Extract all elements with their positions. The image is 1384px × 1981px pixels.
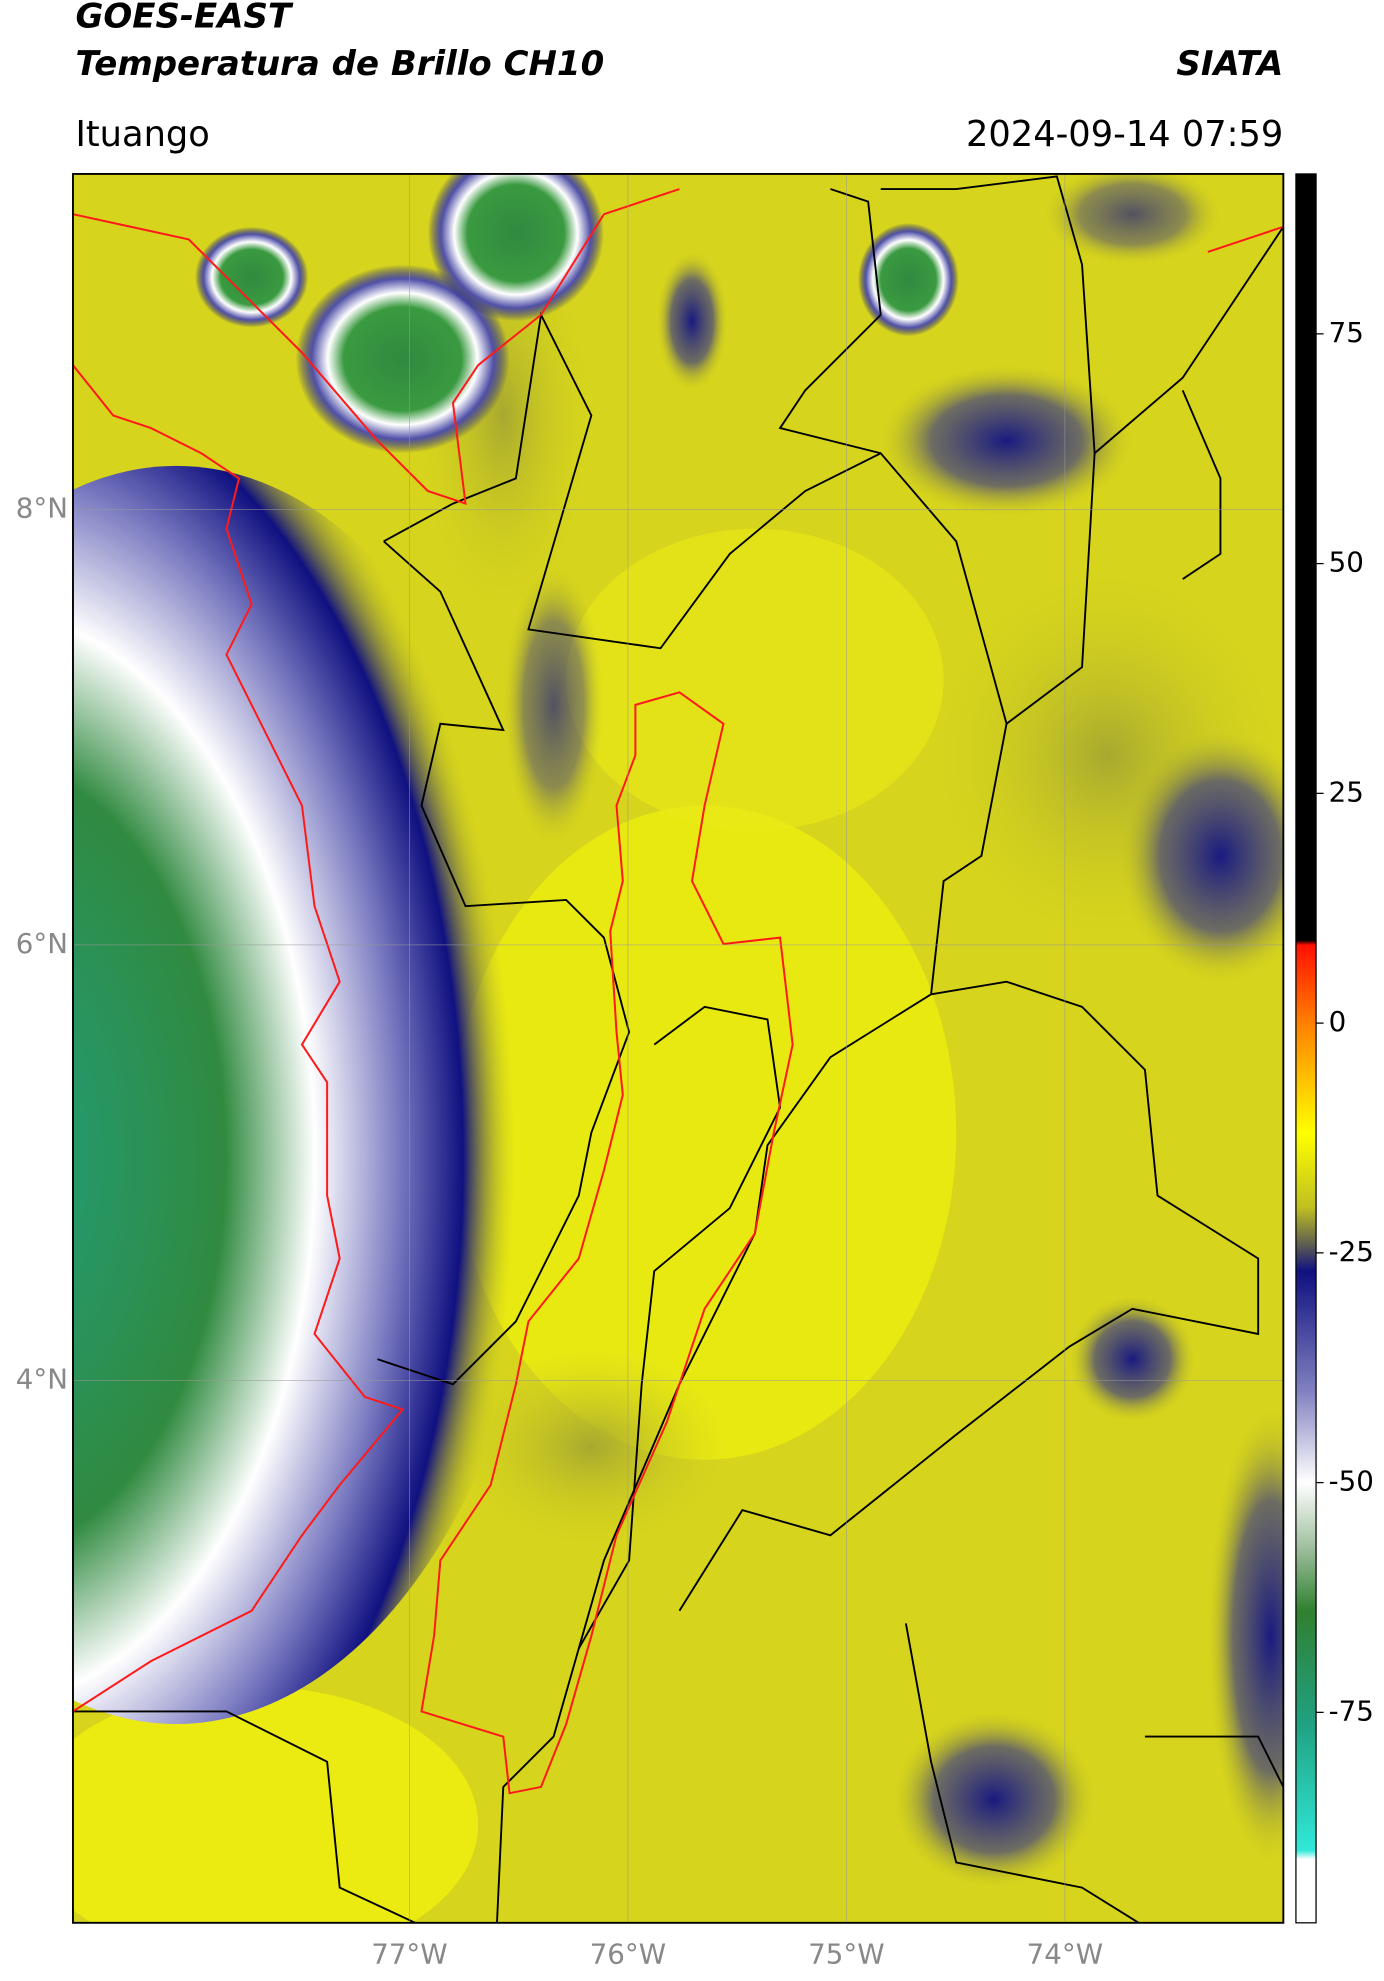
cloud xyxy=(656,251,728,391)
border-line xyxy=(678,980,1260,1612)
warm-area xyxy=(452,805,957,1460)
colorbar-tick-label: -50 xyxy=(1329,1465,1374,1498)
title: GOES-EAST xyxy=(75,0,293,36)
x-tick-label: 77°W xyxy=(371,1938,447,1971)
cool-area xyxy=(452,1346,730,1548)
map-frame xyxy=(72,172,1285,1924)
x-tick-label: 76°W xyxy=(590,1938,666,1971)
x-tick-label: 75°W xyxy=(808,1938,884,1971)
cloud xyxy=(893,1711,1095,1888)
colorbar-tick-label: 50 xyxy=(1329,546,1364,579)
cloud xyxy=(503,566,604,844)
border-line xyxy=(577,1005,782,1649)
graticule xyxy=(72,173,1284,1923)
source: SIATA xyxy=(1176,44,1283,84)
warm-area xyxy=(566,528,944,831)
map-image xyxy=(72,173,1284,1923)
colorbar-tick-label: 0 xyxy=(1329,1005,1347,1038)
coastline xyxy=(72,188,1284,1795)
colorbar xyxy=(1295,173,1317,1924)
warm-area xyxy=(72,1686,479,1923)
cloud xyxy=(1069,1296,1196,1423)
border-line xyxy=(778,175,1222,580)
y-tick-label: 4°N xyxy=(16,1363,68,1396)
colorbar-tick-label: 25 xyxy=(1329,775,1364,808)
border-line xyxy=(377,540,631,1386)
colorbar-tick-label: -75 xyxy=(1329,1694,1374,1727)
colorbar-ticks: 75 50 25 0 -25 -50 -75 xyxy=(1316,316,1374,1727)
subtitle: Temperatura de Brillo CH10 xyxy=(75,44,604,84)
colorbar-tick-label: 75 xyxy=(1329,316,1364,349)
cloud xyxy=(72,466,554,1724)
cloud xyxy=(880,365,1133,517)
cloud xyxy=(195,226,309,328)
cloud xyxy=(1044,173,1221,265)
x-tick-label: 74°W xyxy=(1027,1938,1103,1971)
border-line xyxy=(383,226,1284,726)
cloud xyxy=(1119,730,1284,982)
cloud xyxy=(858,223,959,337)
basin-outline xyxy=(420,691,794,1795)
axis-ticks: 77°W 76°W 75°W 74°W 8°N 6°N 4°N xyxy=(16,491,1103,1970)
colorbar-tick-label: -25 xyxy=(1329,1235,1374,1268)
border-line xyxy=(72,1623,1284,1923)
border-line xyxy=(496,723,1008,1923)
timestamp: 2024-09-14 07:59 xyxy=(966,114,1283,155)
cloud xyxy=(295,264,510,454)
cloud xyxy=(427,173,604,322)
coast-line xyxy=(72,188,1284,1713)
y-tick-label: 8°N xyxy=(16,491,68,524)
y-tick-label: 6°N xyxy=(16,927,68,960)
region: Ituango xyxy=(75,114,209,155)
borders xyxy=(72,175,1284,1923)
